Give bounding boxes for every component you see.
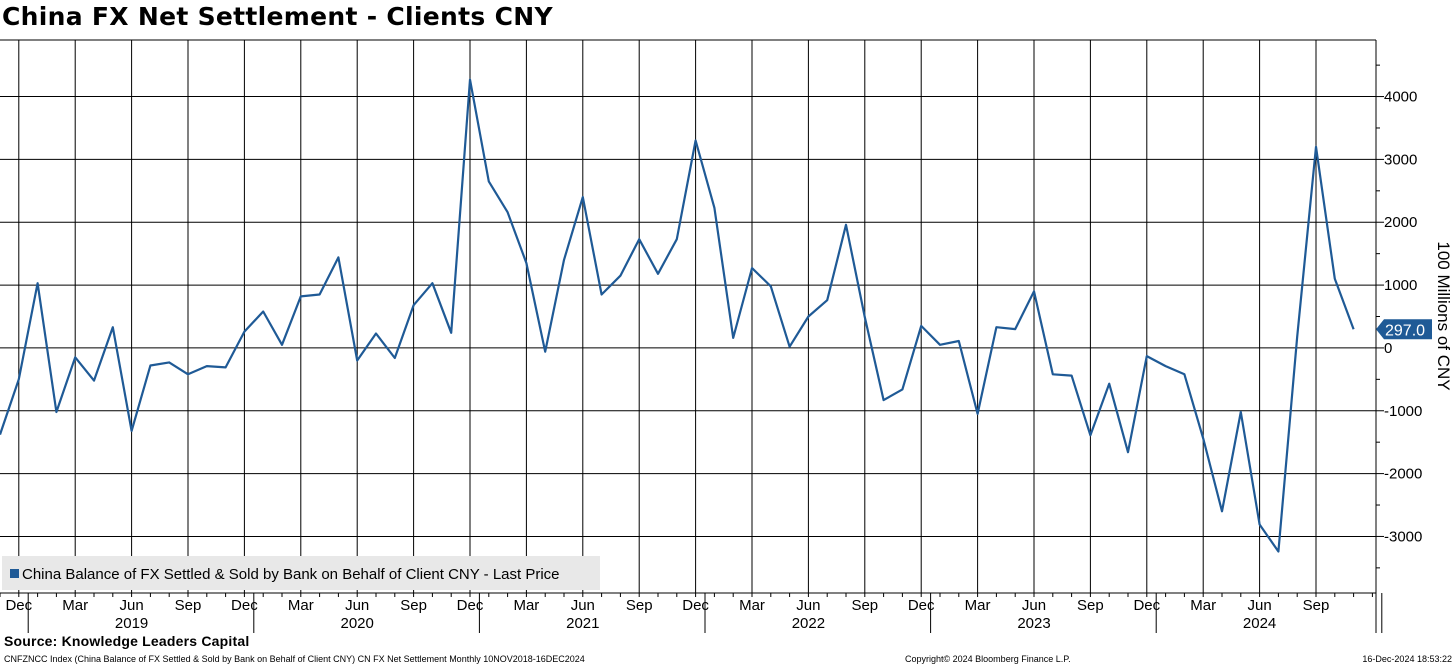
x-tick-label: Dec	[908, 597, 935, 614]
x-tick-label: Jun	[345, 597, 369, 614]
x-tick-label: Mar	[739, 597, 765, 614]
copyright-text: Copyright© 2024 Bloomberg Finance L.P.	[905, 654, 1071, 664]
x-tick-label: Mar	[965, 597, 991, 614]
x-tick-label: Sep	[1303, 597, 1330, 614]
x-tick-label: Dec	[457, 597, 484, 614]
x-tick-label: Sep	[175, 597, 202, 614]
x-year-label: 2023	[1017, 615, 1050, 632]
x-tick-label: Sep	[626, 597, 653, 614]
source-text: Source: Knowledge Leaders Capital	[4, 633, 250, 649]
y-tick-label: -3000	[1384, 528, 1422, 545]
x-tick-label: Mar	[62, 597, 88, 614]
x-year-label: 2021	[566, 615, 599, 632]
series-line	[0, 78, 1355, 553]
y-tick-label: 1000	[1384, 277, 1417, 294]
x-year-label: 2024	[1243, 615, 1276, 632]
y-tick-label: -1000	[1384, 403, 1422, 420]
x-tick-label: Jun	[1248, 597, 1272, 614]
chart-title: China FX Net Settlement - Clients CNY	[2, 2, 553, 31]
x-tick-label: Jun	[571, 597, 595, 614]
legend-box	[2, 556, 600, 590]
x-tick-label: Mar	[513, 597, 539, 614]
x-year-label: 2020	[341, 615, 374, 632]
x-tick-label: Mar	[288, 597, 314, 614]
x-tick-label: Sep	[851, 597, 878, 614]
x-tick-label: Dec	[5, 597, 32, 614]
index-description: CNFZNCC Index (China Balance of FX Settl…	[4, 654, 585, 664]
x-tick-label: Dec	[682, 597, 709, 614]
y-axis-title: 100 Millions of CNY	[1434, 241, 1453, 390]
x-year-label: 2022	[792, 615, 825, 632]
y-tick-label: 3000	[1384, 151, 1417, 168]
last-value-badge	[1376, 319, 1432, 340]
x-tick-label: Jun	[120, 597, 144, 614]
x-tick-label: Mar	[1190, 597, 1216, 614]
legend-swatch	[10, 569, 19, 578]
y-tick-label: 0	[1384, 340, 1392, 357]
x-tick-label: Jun	[796, 597, 820, 614]
x-tick-label: Dec	[231, 597, 258, 614]
x-tick-label: Jun	[1022, 597, 1046, 614]
y-tick-label: 4000	[1384, 89, 1417, 106]
legend-label: China Balance of FX Settled & Sold by Ba…	[22, 566, 560, 583]
x-tick-label: Sep	[400, 597, 427, 614]
x-tick-label: Dec	[1133, 597, 1160, 614]
y-tick-label: 2000	[1384, 214, 1417, 231]
x-tick-label: Sep	[1077, 597, 1104, 614]
timestamp-text: 16-Dec-2024 18:53:22	[1362, 654, 1452, 664]
y-tick-label: -2000	[1384, 466, 1422, 483]
last-value-label: 297.0	[1385, 322, 1425, 339]
x-year-label: 2019	[115, 615, 148, 632]
